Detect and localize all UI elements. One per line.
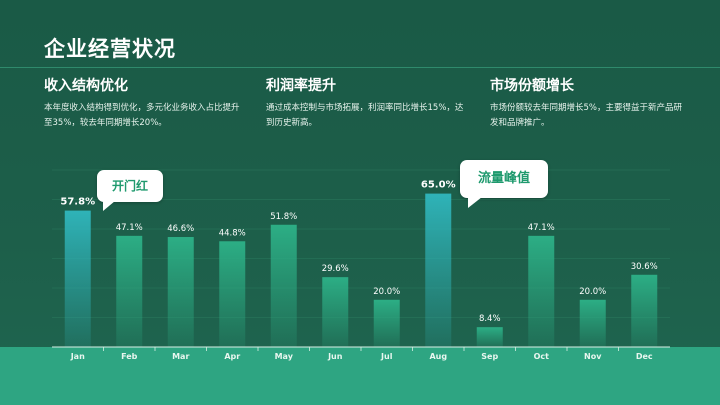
tick-label-may: May — [275, 352, 294, 361]
tick-label-jun: Jun — [327, 352, 343, 361]
column-heading: 利润率提升 — [266, 78, 336, 94]
data-label-oct: 47.1% — [528, 223, 555, 233]
data-label-mar: 46.6% — [167, 224, 194, 234]
data-label-sep: 8.4% — [479, 314, 501, 324]
bar-may — [270, 224, 297, 347]
tick-label-oct: Oct — [534, 352, 550, 361]
bar-jul — [373, 299, 400, 347]
page-title: 企业经营状况 — [44, 37, 176, 61]
tick-label-dec: Dec — [636, 352, 653, 361]
column-profit-margin: 利润率提升 通过成本控制与市场拓展，利润率同比增长15%，达到历史新高。 — [266, 75, 466, 131]
bar-sep — [476, 327, 503, 347]
chart-floor — [0, 347, 720, 405]
data-label-jan: 57.8% — [60, 197, 95, 208]
data-label-jun: 29.6% — [322, 264, 349, 274]
callout-jan: 开门红 — [97, 170, 163, 211]
data-label-nov: 20.0% — [579, 287, 606, 297]
bar-nov — [579, 299, 606, 347]
column-body: 本年度收入结构得到优化，多元化业务收入占比提升至35%，较去年同期增长20%。 — [44, 103, 240, 128]
data-label-jul: 20.0% — [373, 287, 400, 297]
tick-label-jan: Jan — [70, 352, 85, 361]
column-body: 通过成本控制与市场拓展，利润率同比增长15%，达到历史新高。 — [266, 103, 464, 128]
bar-oct — [528, 235, 555, 347]
tick-label-nov: Nov — [584, 352, 602, 361]
callout-jan-text: 开门红 — [111, 179, 148, 193]
title-divider — [0, 67, 720, 68]
callout-tail — [103, 201, 115, 211]
tick-label-mar: Mar — [172, 352, 189, 361]
column-body: 市场份额较去年同期增长5%，主要得益于新产品研发和品牌推广。 — [490, 103, 682, 128]
tick-label-feb: Feb — [121, 352, 138, 361]
data-label-may: 51.8% — [270, 212, 297, 222]
data-label-feb: 47.1% — [116, 223, 143, 233]
bar-mar — [167, 237, 194, 347]
callout-aug: 流量峰值 — [460, 160, 548, 208]
bar-feb — [116, 235, 143, 347]
bar-jan — [64, 210, 91, 347]
tick-label-aug: Aug — [429, 352, 447, 361]
column-revenue-structure: 收入结构优化 本年度收入结构得到优化，多元化业务收入占比提升至35%，较去年同期… — [44, 75, 244, 131]
bar-jun — [322, 277, 349, 347]
column-heading: 收入结构优化 — [44, 78, 128, 94]
column-heading: 市场份额增长 — [490, 78, 574, 94]
bar-aug — [425, 193, 452, 347]
data-label-apr: 44.8% — [219, 228, 246, 238]
tick-label-jul: Jul — [380, 352, 393, 361]
bar-dec — [631, 274, 658, 347]
data-label-dec: 30.6% — [631, 262, 658, 272]
callout-aug-text: 流量峰值 — [477, 171, 530, 186]
column-market-share: 市场份额增长 市场份额较去年同期增长5%，主要得益于新产品研发和品牌推广。 — [490, 75, 690, 131]
bar-apr — [219, 241, 246, 347]
callout-tail — [468, 197, 482, 208]
data-label-aug: 65.0% — [421, 180, 456, 191]
tick-label-sep: Sep — [481, 352, 498, 361]
tick-label-apr: Apr — [224, 352, 240, 361]
